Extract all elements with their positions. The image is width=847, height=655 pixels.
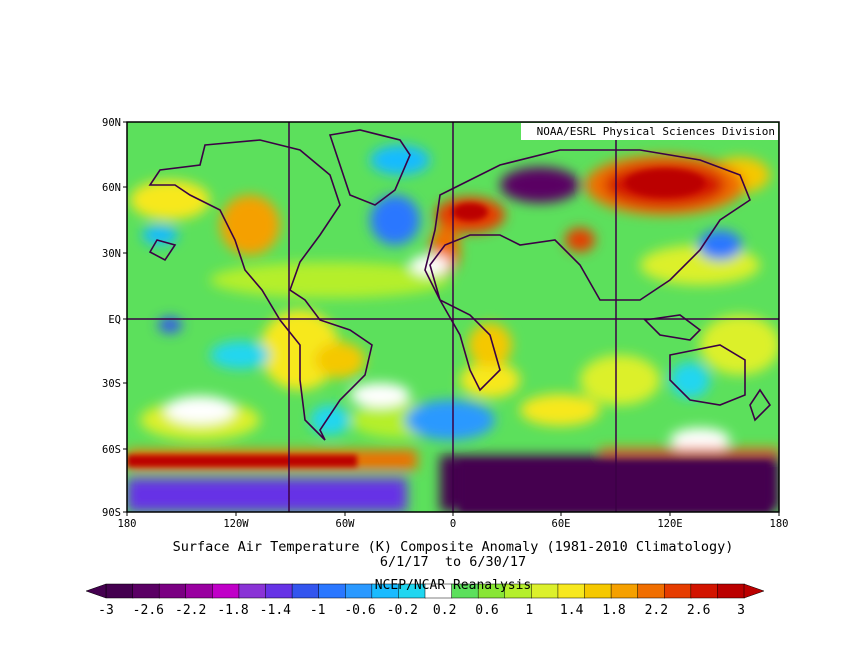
lon-label: 120W	[223, 518, 249, 530]
colorbar-swatch	[158, 583, 187, 599]
colorbar-label: -1.8	[217, 603, 248, 618]
colorbar-min-arrow	[85, 583, 107, 599]
colorbar-label: -0.2	[387, 603, 418, 618]
lat-ticks	[123, 121, 127, 513]
colorbar-swatch	[584, 583, 612, 599]
colorbar-swatch	[637, 583, 666, 599]
lon-label: 180	[118, 518, 137, 530]
lat-label: 30S	[102, 378, 121, 390]
lat-label: 60N	[102, 182, 121, 194]
colorbar-swatch	[185, 583, 214, 599]
graticule	[127, 122, 779, 512]
colorbar-label: 2.6	[687, 603, 710, 618]
colorbar-swatch	[610, 583, 639, 599]
lon-label: 180	[770, 518, 789, 530]
colorbar-swatch	[105, 583, 134, 599]
colorbar-swatch	[717, 583, 745, 599]
lat-label: EQ	[108, 314, 121, 326]
lon-axis: 180 120W 60W 0 60E 120E 180	[118, 518, 789, 530]
lat-axis: 90N 60N 30N EQ 30S 60S 90S	[102, 117, 121, 519]
colorbar-swatch	[238, 583, 267, 599]
colorbar-swatch	[212, 583, 240, 599]
lon-label: 120E	[657, 518, 682, 530]
coastlines	[148, 129, 772, 441]
colorbar-swatch	[690, 583, 719, 599]
colorbar-swatch	[265, 583, 293, 599]
colorbar-label: 3	[737, 603, 745, 618]
colorbar-swatch	[557, 583, 586, 599]
colorbar-label: -0.6	[344, 603, 375, 618]
colorbar-max-arrow	[743, 583, 765, 599]
colorbar-label: -2.6	[133, 603, 164, 618]
colorbar-swatch	[318, 583, 346, 599]
lat-label: 30N	[102, 248, 121, 260]
lat-label: 60S	[102, 444, 121, 456]
map-title: Surface Air Temperature (K) Composite An…	[173, 539, 734, 555]
colorbar-label: -3	[98, 603, 114, 618]
lat-label: 90N	[102, 117, 121, 129]
colorbar-label: -1.4	[260, 603, 291, 618]
colorbar-label: 0.6	[475, 603, 498, 618]
colorbar-labels: -3 -2.6 -2.2 -1.8 -1.4 -1 -0.6 -0.2 0.2 0.6 1 1.4 1.…	[98, 603, 745, 618]
colorbar-label: 2.2	[645, 603, 668, 618]
colorbar-swatch	[132, 583, 160, 599]
colorbar-swatch	[664, 583, 692, 599]
lat-label: 90S	[102, 507, 121, 519]
colorbar-label: 0.2	[433, 603, 456, 618]
colorbar-label: 1	[525, 603, 533, 618]
colorbar-label: 1.4	[560, 603, 584, 618]
colorbar-label: -1	[310, 603, 326, 618]
lon-label: 60W	[336, 518, 356, 530]
lon-label: 0	[450, 518, 456, 530]
colorbar-label: 1.8	[602, 603, 625, 618]
colorbar-label: -2.2	[175, 603, 206, 618]
colorbar-swatch	[345, 583, 373, 599]
colorbar-swatch	[531, 583, 559, 599]
lon-label: 60E	[552, 518, 571, 530]
credit-box	[521, 123, 778, 140]
colorbar-swatch	[291, 583, 320, 599]
data-source: NCEP/NCAR Reanalysis	[375, 578, 532, 593]
date-range: 6/1/17 to 6/30/17	[380, 554, 526, 570]
credit-text: NOAA/ESRL Physical Sciences Division	[537, 125, 775, 138]
colorbar	[85, 583, 765, 599]
lon-ticks	[126, 512, 780, 516]
